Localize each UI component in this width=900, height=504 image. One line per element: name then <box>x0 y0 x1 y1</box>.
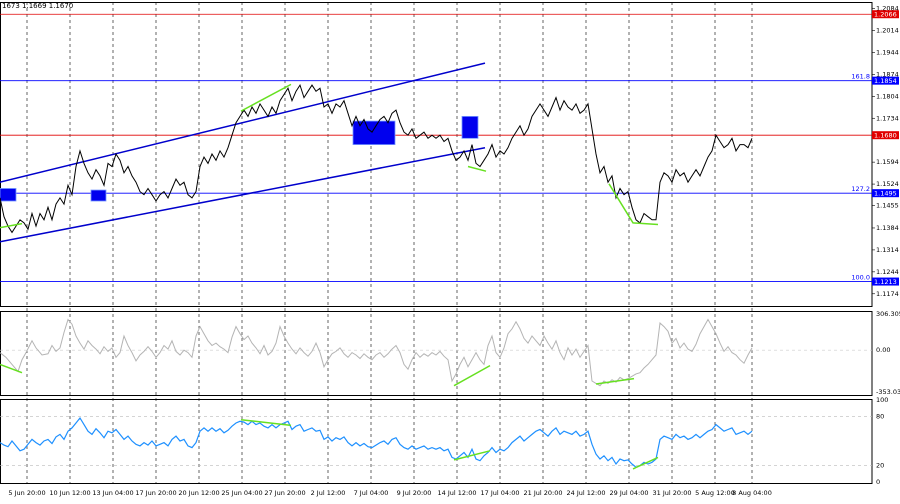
channel-upper-line <box>0 62 486 183</box>
zone-box <box>461 115 479 139</box>
price-marker-label: 1.1854 <box>874 77 897 85</box>
x-tick-label: 2 Jul 12:00 <box>311 489 346 497</box>
x-tick-label: 10 Jun 12:00 <box>49 489 90 497</box>
rsi-tick-label: 80 <box>876 412 884 420</box>
price-marker <box>872 131 899 140</box>
x-tick-label: 8 Aug 04:00 <box>732 489 772 497</box>
y-tick-label: 1.2084 <box>876 5 899 13</box>
price-marker <box>872 76 899 85</box>
y-tick-label: 1.1244 <box>876 268 899 276</box>
y-tick-label: 1.1944 <box>876 48 899 56</box>
rsi-panel-frame <box>0 399 873 484</box>
y-tick-label: 1.1594 <box>876 158 899 166</box>
x-tick-label: 5 Aug 12:00 <box>695 489 735 497</box>
x-tick-label: 24 Jul 12:00 <box>567 489 606 497</box>
cci-tick-label: 306.3051 <box>876 310 900 318</box>
fib-level-label: 161.8 <box>851 73 870 81</box>
rsi-divergence-line <box>453 450 491 461</box>
zone-box <box>0 188 17 202</box>
y-tick-label: 1.2014 <box>876 27 899 35</box>
x-tick-label: 9 Jul 20:00 <box>397 489 432 497</box>
rsi-tick-label: 20 <box>876 462 884 470</box>
x-tick-label: 27 Jun 20:00 <box>264 489 305 497</box>
price-divergence-line <box>608 183 659 226</box>
price-marker-label: 1.2066 <box>874 11 897 19</box>
y-tick-label: 1.1804 <box>876 92 899 100</box>
price-divergence-line <box>240 83 292 112</box>
zone-box <box>90 189 107 202</box>
y-tick-label: 1.1524 <box>876 180 899 188</box>
price-divergence-line <box>467 165 487 172</box>
rsi-tick-label: 100 <box>876 396 888 404</box>
y-tick-label: 1.1174 <box>876 290 899 298</box>
x-tick-label: 14 Jul 12:00 <box>438 489 477 497</box>
fib-level-label: 127.2 <box>851 185 870 193</box>
x-tick-label: 17 Jun 20:00 <box>135 489 176 497</box>
cci-series-line <box>0 318 753 387</box>
x-tick-label: 20 Jun 12:00 <box>178 489 219 497</box>
cci-tick-label: -353.035 <box>876 388 900 396</box>
price-divergence-line <box>0 222 23 229</box>
price-marker-label: 1.1680 <box>874 132 897 140</box>
rsi-divergence-line <box>240 418 292 427</box>
price-panel-frame <box>0 2 873 307</box>
x-tick-label: 25 Jun 04:00 <box>221 489 262 497</box>
x-tick-label: 7 Jul 04:00 <box>354 489 389 497</box>
x-tick-label: 5 Jun 20:00 <box>8 489 45 497</box>
y-tick-label: 1.1734 <box>876 114 899 122</box>
fib-level-label: 100.0 <box>851 274 870 282</box>
y-tick-label: 1.1874 <box>876 70 899 78</box>
rsi-series-line <box>0 416 753 468</box>
cci-divergence-line <box>0 363 23 374</box>
price-marker-label: 1.1213 <box>874 278 897 286</box>
price-series-line <box>0 83 753 234</box>
x-tick-label: 31 Jul 20:00 <box>653 489 692 497</box>
y-tick-label: 1.1314 <box>876 246 899 254</box>
price-marker <box>872 10 899 19</box>
y-tick-label: 1.1455 <box>876 202 899 210</box>
ohlc-readout: 1673 1.1669 1.1670 <box>2 2 74 10</box>
cci-tick-label: 0.00 <box>876 346 890 354</box>
y-tick-label: 1.1384 <box>876 224 899 232</box>
cci-panel-frame <box>0 311 873 396</box>
x-tick-label: 21 Jul 20:00 <box>524 489 563 497</box>
cci-divergence-line <box>453 364 491 387</box>
price-marker <box>872 189 899 198</box>
zone-box <box>352 120 396 145</box>
rsi-tick-label: 0 <box>876 478 880 486</box>
x-tick-label: 17 Jul 04:00 <box>481 489 520 497</box>
channel-lower-line <box>0 146 486 243</box>
rsi-divergence-line <box>632 456 659 470</box>
cci-divergence-line <box>595 377 635 385</box>
x-tick-label: 29 Jul 04:00 <box>610 489 649 497</box>
price-marker <box>872 277 899 286</box>
x-tick-label: 13 Jun 04:00 <box>92 489 133 497</box>
price-marker-label: 1.1495 <box>874 190 897 198</box>
